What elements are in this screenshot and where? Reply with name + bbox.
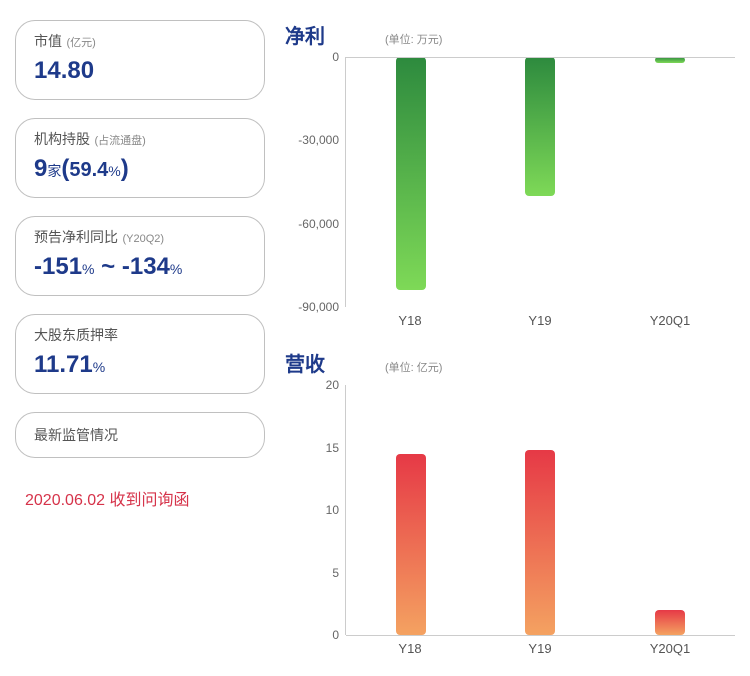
bars-row: [346, 385, 735, 635]
net-profit-chart: 净利 (单位: 万元) 0 -30,000 -60,000 -90,000 Y18Y1…: [285, 20, 735, 328]
forecast-unit1: %: [82, 261, 94, 277]
y-tick: 20: [326, 378, 339, 392]
bar: [655, 610, 685, 635]
plot-area: [345, 57, 735, 307]
metric-label: 大股东质押率: [34, 327, 118, 343]
x-axis-labels: Y18Y19Y20Q1: [345, 307, 735, 328]
pledge-unit: %: [93, 359, 105, 375]
y-tick: -60,000: [298, 217, 339, 231]
chart-unit: (单位: 亿元): [385, 359, 442, 375]
chart-unit: (单位: 万元): [385, 31, 442, 47]
chart-header: 净利 (单位: 万元): [285, 20, 735, 49]
x-axis-labels: Y18Y19Y20Q1: [345, 635, 735, 656]
x-label: Y20Q1: [605, 641, 735, 656]
metric-profit-forecast: 预告净利同比 (Y20Q2) -151% ~ -134%: [15, 216, 265, 296]
metric-sub: (占流通盘): [94, 135, 145, 147]
chart-title: 净利: [285, 20, 325, 49]
metric-label: 机构持股: [34, 131, 90, 147]
bar-slot: [476, 57, 606, 307]
forecast-unit2: %: [170, 261, 182, 277]
bars-row: [346, 57, 735, 307]
x-label: Y20Q1: [605, 313, 735, 328]
pledge-value: 11.71: [34, 351, 93, 378]
metric-pledge: 大股东质押率 11.71%: [15, 314, 265, 394]
chart-body: 0-30,000-60,000-90,000: [285, 57, 735, 307]
metric-regulatory: 最新监管情况: [15, 412, 265, 458]
x-label: Y19: [475, 313, 605, 328]
metric-institutional: 机构持股 (占流通盘) 9家(59.4%): [15, 118, 265, 198]
x-label: Y19: [475, 641, 605, 656]
metric-value: 11.71%: [34, 351, 246, 379]
y-tick: 10: [326, 503, 339, 517]
bar-slot: [605, 57, 735, 307]
y-axis: 0-30,000-60,000-90,000: [285, 57, 345, 307]
metric-label: 市值: [34, 33, 62, 49]
inst-pct-unit: %: [108, 163, 120, 179]
metric-value: 9家(59.4%): [34, 155, 246, 183]
metric-label: 预告净利同比: [34, 229, 118, 245]
y-tick: 5: [332, 566, 339, 580]
forecast-high: -134: [122, 253, 170, 280]
bar-slot: [605, 385, 735, 635]
chart-title: 营收: [285, 348, 325, 377]
metric-value: 14.80: [34, 57, 246, 85]
bar: [525, 57, 555, 196]
y-tick: -30,000: [298, 133, 339, 147]
forecast-low: -151: [34, 253, 82, 280]
inst-pct: 59.4: [69, 159, 108, 181]
bar-slot: [476, 385, 606, 635]
bar: [525, 450, 555, 635]
chart-body: 20151050: [285, 385, 735, 635]
right-charts-panel: 净利 (单位: 万元) 0-30,000-60,000-90,000 Y18Y1…: [265, 20, 735, 656]
bar-slot: [346, 57, 476, 307]
baseline: [346, 635, 735, 636]
forecast-sep: ~: [95, 253, 122, 280]
regulatory-event-text: 2020.06.02 收到问询函: [15, 486, 265, 510]
y-tick: -90,000: [298, 300, 339, 314]
plot-area: [345, 385, 735, 635]
bar-slot: [346, 385, 476, 635]
baseline: [346, 57, 735, 58]
bar: [396, 57, 426, 290]
metric-label: 最新监管情况: [34, 425, 246, 445]
metric-market-cap: 市值 (亿元) 14.80: [15, 20, 265, 100]
chart-header: 营收 (单位: 亿元): [285, 348, 735, 377]
x-label: Y18: [345, 313, 475, 328]
inst-count-unit: 家: [47, 163, 61, 179]
inst-count: 9: [34, 155, 47, 182]
revenue-chart: 营收 (单位: 亿元) 20 15 10 5 0 Y18Y19Y20Q1: [285, 348, 735, 656]
metric-value: -151% ~ -134%: [34, 253, 246, 281]
y-tick: 15: [326, 441, 339, 455]
metric-sub: (Y20Q2): [122, 233, 164, 245]
bar: [396, 454, 426, 635]
y-tick: 0: [332, 50, 339, 64]
left-metrics-panel: 市值 (亿元) 14.80 机构持股 (占流通盘) 9家(59.4%) 预告净利…: [15, 20, 265, 656]
x-label: Y18: [345, 641, 475, 656]
y-tick: 0: [332, 628, 339, 642]
metric-unit: (亿元): [66, 37, 95, 49]
y-axis: 20151050: [285, 385, 345, 635]
